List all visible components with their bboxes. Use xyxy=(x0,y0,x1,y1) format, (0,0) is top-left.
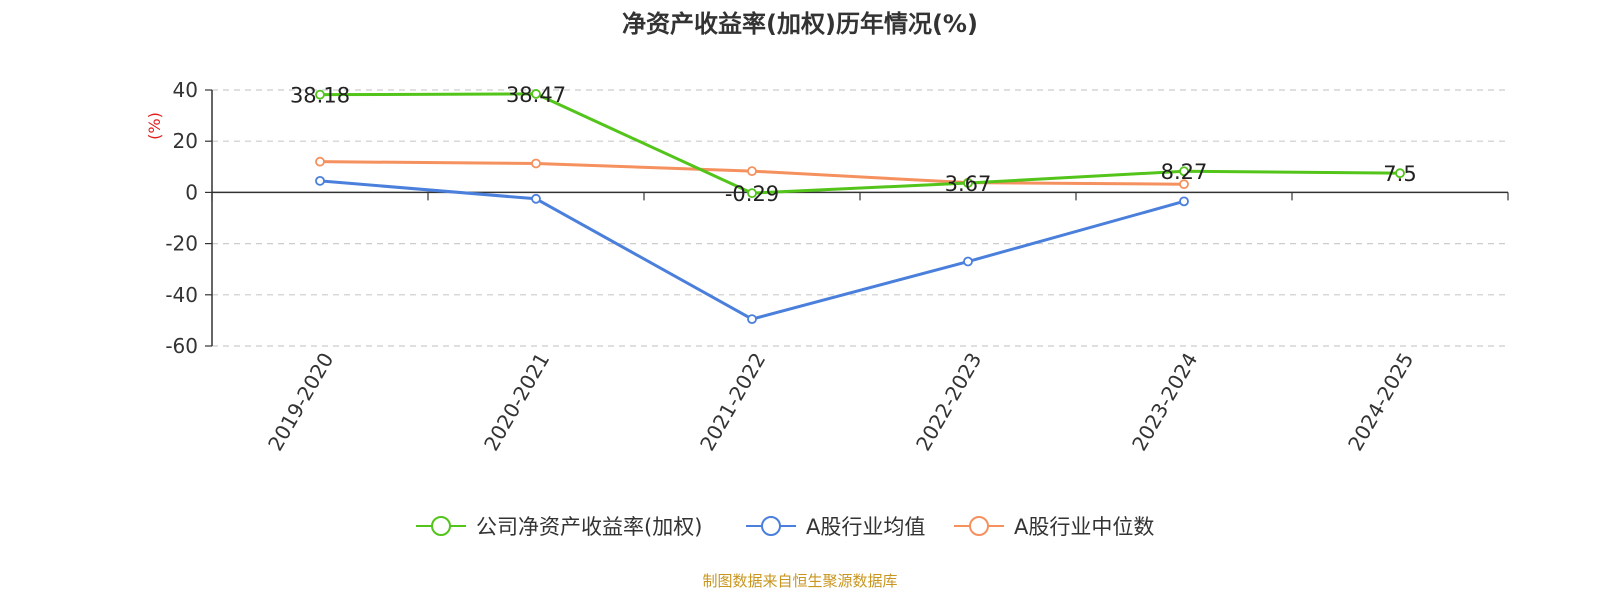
y-tick-label: 0 xyxy=(185,180,198,204)
data-point xyxy=(315,89,325,100)
x-tick-label: 2019-2020 xyxy=(263,349,338,455)
data-point xyxy=(1395,168,1405,179)
data-label: 8.27 xyxy=(1161,160,1208,184)
legend-item: 公司净资产收益率(加权) xyxy=(416,515,702,539)
legend-marker xyxy=(969,516,989,536)
chart-title: 净资产收益率(加权)历年情况(%) xyxy=(622,10,978,38)
data-label: 38.47 xyxy=(506,83,566,107)
x-tick-label: 2022-2023 xyxy=(911,349,986,455)
data-point xyxy=(1179,166,1189,177)
data-point xyxy=(747,166,757,177)
y-axis-label: (%) xyxy=(145,112,164,140)
data-label: 7.5 xyxy=(1383,162,1416,186)
data-point xyxy=(531,158,541,169)
y-tick-label: -60 xyxy=(165,334,198,358)
source-note: 制图数据来自恒生聚源数据库 xyxy=(702,572,897,590)
x-tick-label: 2021-2022 xyxy=(695,349,770,455)
grid-layer xyxy=(212,89,1508,347)
legend-marker xyxy=(431,516,451,536)
axis-layer: 40 20 0 -20 -40 -60 2019-2020 2020-2021 2021-202… xyxy=(165,78,1509,455)
data-label: -0.29 xyxy=(725,182,779,206)
x-tick-label: 2024-2025 xyxy=(1343,349,1418,455)
x-tick-label: 2020-2021 xyxy=(479,349,554,455)
data-label: 38.18 xyxy=(290,84,350,108)
data-point xyxy=(747,188,757,199)
legend-label: A股行业中位数 xyxy=(1014,515,1154,539)
legend-label: A股行业均值 xyxy=(806,515,925,539)
data-label: 3.67 xyxy=(945,172,992,196)
legend-label: 公司净资产收益率(加权) xyxy=(476,515,702,539)
data-label-layer: 38.18 38.47 -0.29 3.67 8.27 7.5 xyxy=(290,83,1417,206)
data-point xyxy=(531,89,541,99)
legend-item: A股行业均值 xyxy=(746,515,925,539)
data-point xyxy=(315,175,325,186)
y-tick-label: 40 xyxy=(173,78,198,102)
data-point xyxy=(531,193,541,204)
data-point xyxy=(747,314,757,325)
data-point xyxy=(315,156,325,167)
y-tick-label: -20 xyxy=(165,232,198,256)
legend: 公司净资产收益率(加权) A股行业均值 A股行业中位数 xyxy=(416,515,1154,539)
x-tick-label: 2023-2024 xyxy=(1127,349,1202,455)
y-tick-label: 20 xyxy=(173,129,198,153)
data-point xyxy=(963,256,973,267)
series-line xyxy=(319,92,1401,195)
legend-marker xyxy=(761,516,781,536)
y-tick-label: -40 xyxy=(165,283,198,307)
legend-item: A股行业中位数 xyxy=(954,515,1154,539)
data-point xyxy=(963,178,973,188)
series-layer xyxy=(315,89,1405,325)
data-point xyxy=(1179,179,1189,190)
data-point xyxy=(1179,196,1189,207)
